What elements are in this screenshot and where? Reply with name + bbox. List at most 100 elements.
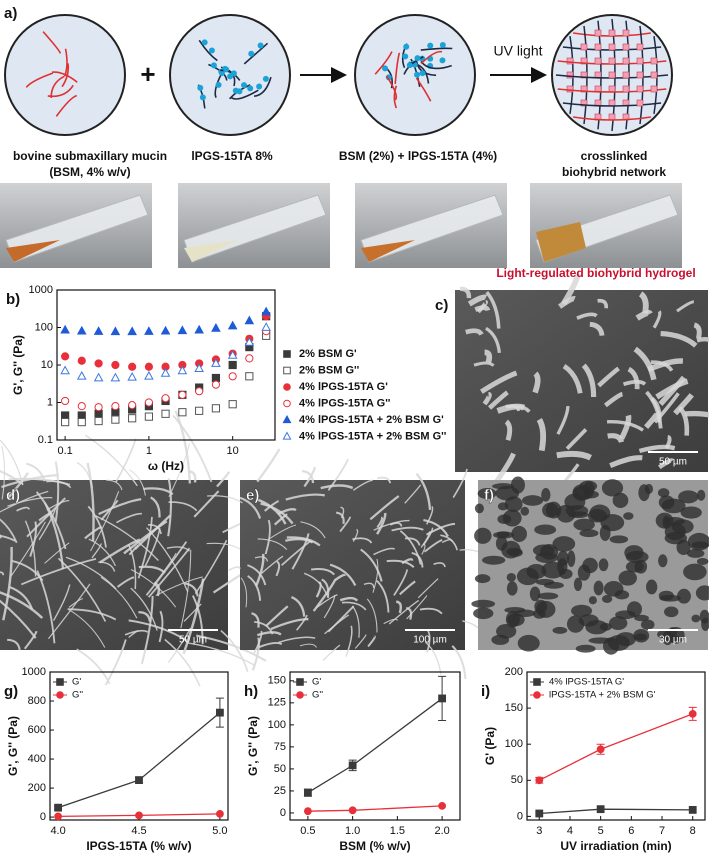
fiber (363, 582, 375, 589)
fiber (52, 584, 71, 621)
pore (664, 606, 679, 618)
fiber (65, 556, 117, 590)
pore (601, 479, 624, 497)
scale-bar-label: 50 µm (659, 457, 687, 468)
pore (583, 490, 599, 499)
marker (303, 788, 312, 797)
pore (696, 558, 709, 565)
fiber (164, 638, 201, 687)
marker (177, 365, 188, 375)
legend-label: G'' (312, 690, 323, 701)
crosslink (594, 43, 602, 51)
y-tick-label: 0 (280, 807, 286, 819)
fiber (0, 591, 44, 619)
pore (492, 483, 514, 490)
tag (262, 75, 269, 82)
pore (506, 573, 516, 582)
pore (477, 487, 497, 499)
y-axis-label: G', G'' (Pa) (11, 335, 25, 395)
marker (228, 400, 237, 409)
series-line (538, 713, 693, 781)
crosslink (622, 43, 630, 51)
fiber (26, 462, 46, 482)
fiber (619, 414, 632, 440)
pore (559, 568, 573, 579)
crosslink (636, 99, 644, 107)
fiber (426, 629, 431, 653)
series-line (307, 697, 443, 794)
panel-label: g) (4, 683, 18, 700)
marker (303, 807, 312, 816)
y-tick-label: 50 (274, 763, 286, 775)
pore (495, 535, 508, 551)
fiber (273, 513, 288, 526)
panel-label: f) (484, 487, 494, 504)
fiber (256, 448, 281, 483)
y-tick-label: 800 (28, 695, 46, 707)
fiber (536, 418, 547, 452)
fiber (321, 578, 330, 599)
pore (517, 634, 540, 652)
fiber (664, 435, 672, 450)
y-tick-label: 200 (28, 782, 46, 794)
pore (535, 552, 559, 563)
caption: biohybrid network (562, 165, 666, 179)
fiber (278, 636, 316, 644)
crosslink (608, 113, 616, 121)
x-tick-label: 4 (567, 825, 573, 837)
pore (663, 517, 685, 526)
y-tick-label: 1 (47, 396, 53, 408)
fiber (47, 583, 91, 640)
pore (504, 496, 523, 512)
fiber (16, 506, 31, 512)
fiber (339, 516, 352, 533)
pore (537, 592, 559, 600)
polymer-chain (198, 39, 218, 62)
fiber (377, 476, 392, 484)
fiber (404, 537, 421, 546)
crosslink (636, 71, 644, 79)
legend-label: G' (72, 677, 81, 688)
pore (575, 644, 596, 653)
fiber (422, 527, 434, 546)
tag (414, 71, 421, 78)
y-axis-label: G', G'' (Pa) (6, 716, 20, 776)
tag (247, 85, 254, 92)
marker (688, 805, 697, 814)
pore (699, 609, 709, 624)
crosslink (580, 57, 588, 65)
marker (211, 322, 221, 332)
fiber (174, 410, 192, 484)
marker (76, 370, 87, 380)
fiber (251, 612, 260, 628)
fiber (658, 375, 687, 406)
fiber (196, 634, 267, 662)
fiber (658, 458, 675, 470)
fiber (87, 505, 107, 548)
x-tick-label: 10 (227, 445, 239, 457)
pore (658, 554, 668, 568)
pore (593, 580, 604, 596)
fiber (597, 298, 609, 309)
crosslink (636, 43, 644, 51)
fiber (607, 433, 625, 443)
pore (481, 555, 506, 565)
marker (60, 365, 70, 375)
crosslink (566, 57, 574, 65)
fiber (29, 521, 37, 557)
fiber (261, 555, 284, 574)
pore (496, 623, 517, 639)
x-tick-label: 7 (659, 825, 665, 837)
fiber (98, 498, 142, 516)
fiber (264, 500, 279, 512)
fiber (84, 434, 138, 487)
y-tick-label: 150 (268, 675, 286, 687)
crosslink (608, 99, 616, 107)
fiber (153, 552, 177, 585)
fiber (484, 326, 501, 354)
y-tick-label: 0.1 (38, 434, 53, 446)
fiber (417, 578, 439, 599)
tag (241, 82, 248, 89)
